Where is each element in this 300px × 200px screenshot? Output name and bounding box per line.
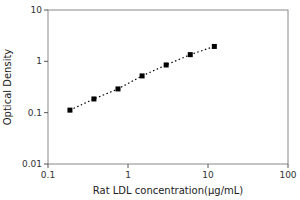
y-axis-label: Optical Density	[2, 49, 13, 126]
plot-area	[67, 44, 216, 113]
y-tick-label: 0.01	[22, 159, 42, 169]
x-tick	[128, 164, 129, 168]
y-tick	[44, 112, 48, 113]
y-tick-label: 10	[31, 5, 43, 15]
y-tick-label: 0.1	[28, 108, 42, 118]
x-axis-label: Rat LDL concentration(μg/mL)	[93, 185, 244, 196]
x-tick-label: 100	[279, 170, 296, 180]
y-tick	[44, 10, 48, 11]
marker	[67, 108, 72, 113]
x-tick-label: 10	[202, 170, 214, 180]
marker	[212, 44, 217, 49]
y-tick-label: 1	[36, 56, 42, 66]
plot-frame	[48, 10, 288, 164]
marker	[91, 96, 96, 101]
x-tick	[288, 164, 289, 168]
x-tick	[48, 164, 49, 168]
marker	[140, 73, 145, 78]
line	[70, 46, 214, 110]
x-tick-label: 1	[125, 170, 131, 180]
marker	[164, 62, 169, 67]
marker	[188, 52, 193, 57]
x-tick-label: 0.1	[41, 170, 55, 180]
marker	[116, 86, 121, 91]
y-tick	[44, 61, 48, 62]
chart: 0.11101000.010.1110Rat LDL concentration…	[0, 0, 300, 200]
x-tick	[208, 164, 209, 168]
y-tick	[44, 164, 48, 165]
